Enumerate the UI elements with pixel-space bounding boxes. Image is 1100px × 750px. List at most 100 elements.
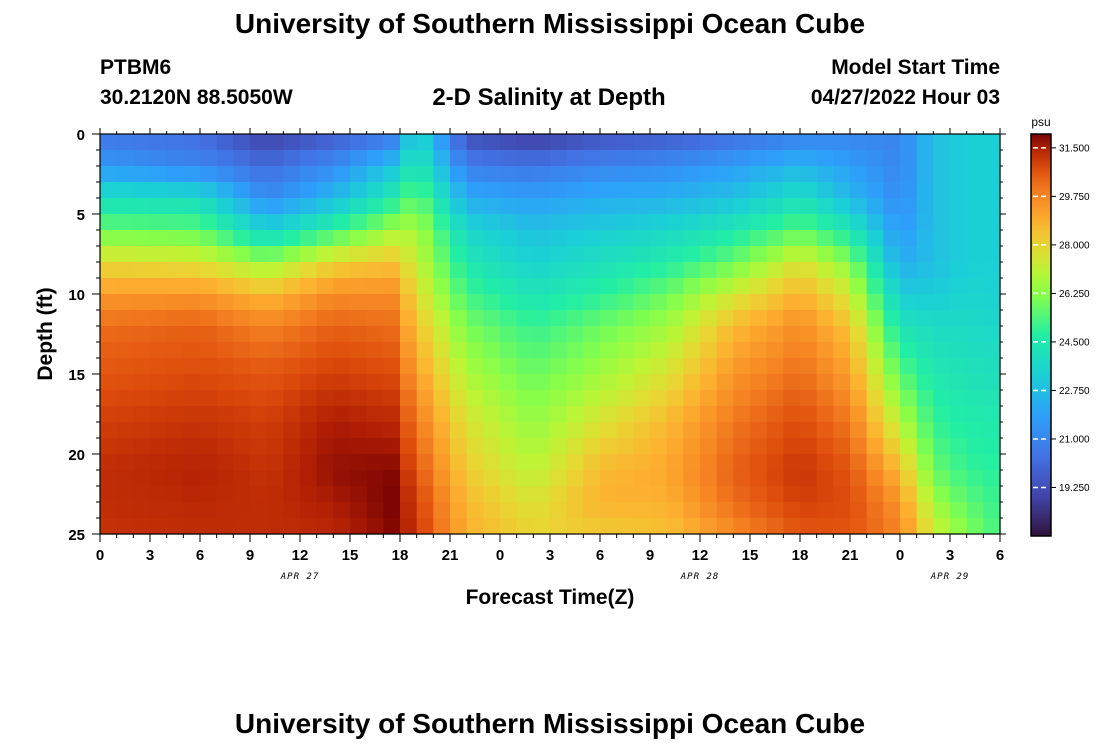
heatmap-cell [516, 486, 534, 503]
heatmap-cell [966, 486, 984, 503]
heatmap-cell [566, 198, 584, 215]
heatmap-cell [800, 246, 818, 263]
heatmap-cell [216, 166, 234, 183]
heatmap-cell [366, 150, 384, 167]
heatmap-cell [816, 294, 834, 311]
heatmap-cell [766, 262, 784, 279]
heatmap-cell [766, 326, 784, 343]
heatmap-cell [233, 374, 251, 391]
heatmap-cell [366, 374, 384, 391]
heatmap-cell [800, 422, 818, 439]
heatmap-cell [500, 134, 518, 151]
y-tick-label: 15 [68, 367, 85, 384]
heatmap-cell [250, 358, 268, 375]
heatmap-cell [550, 262, 568, 279]
heatmap-cell [850, 150, 868, 167]
heatmap-cell [550, 454, 568, 471]
heatmap-cell [416, 230, 434, 247]
heatmap-cell [250, 486, 268, 503]
heatmap-cell [850, 438, 868, 455]
heatmap-cell [783, 246, 801, 263]
heatmap-cell [666, 454, 684, 471]
heatmap-cell [800, 454, 818, 471]
heatmap-cell [316, 214, 334, 231]
heatmap-cell [250, 406, 268, 423]
heatmap-cell [300, 406, 318, 423]
heatmap-cell [450, 374, 468, 391]
page-title: University of Southern Mississippi Ocean… [234, 8, 866, 39]
heatmap-cell [350, 134, 368, 151]
heatmap-cell [866, 166, 884, 183]
heatmap-cell [116, 310, 134, 327]
heatmap-cell [550, 246, 568, 263]
heatmap-cell [300, 262, 318, 279]
heatmap-cell [816, 182, 834, 199]
heatmap-cell [916, 198, 934, 215]
heatmap-cell [300, 358, 318, 375]
heatmap-cell [416, 502, 434, 519]
heatmap-cell [800, 150, 818, 167]
heatmap-cell [133, 262, 151, 279]
heatmap-cell [916, 182, 934, 199]
heatmap-cell [866, 278, 884, 295]
x-tick-label: 3 [146, 547, 154, 564]
heatmap-cell [616, 230, 634, 247]
heatmap-cell [950, 374, 968, 391]
heatmap-cell [833, 454, 851, 471]
heatmap-cell [716, 502, 734, 519]
heatmap-cell [550, 390, 568, 407]
heatmap-cell [750, 310, 768, 327]
heatmap-cell [850, 358, 868, 375]
heatmap-cell [416, 182, 434, 199]
heatmap-cell [516, 374, 534, 391]
heatmap-cell [800, 518, 818, 535]
heatmap-cell [216, 438, 234, 455]
heatmap-cell [283, 454, 301, 471]
heatmap-cell [866, 326, 884, 343]
heatmap-cell [350, 278, 368, 295]
heatmap-cell [533, 230, 551, 247]
heatmap-cell [616, 470, 634, 487]
heatmap-cell [516, 294, 534, 311]
heatmap-cell [783, 502, 801, 519]
heatmap-cell [266, 454, 284, 471]
heatmap-cell [816, 470, 834, 487]
x-tick-label: 15 [342, 547, 359, 564]
heatmap-cell [333, 502, 351, 519]
heatmap-cell [450, 134, 468, 151]
heatmap-cell [133, 470, 151, 487]
colorbar-tick-label: 28.000 [1059, 240, 1090, 251]
heatmap-cell [783, 454, 801, 471]
heatmap-cell [183, 246, 201, 263]
heatmap-cell [116, 502, 134, 519]
heatmap-cell [100, 198, 118, 215]
heatmap-cell [883, 326, 901, 343]
heatmap-cell [716, 310, 734, 327]
heatmap-cell [533, 166, 551, 183]
heatmap-cell [183, 358, 201, 375]
heatmap-cell [200, 454, 218, 471]
heatmap-cell [716, 374, 734, 391]
heatmap-cell [500, 454, 518, 471]
heatmap-cell [483, 294, 501, 311]
heatmap-cell [633, 310, 651, 327]
heatmap-cells [100, 134, 1001, 535]
heatmap-cell [166, 518, 184, 535]
heatmap-cell [583, 278, 601, 295]
heatmap-cell [500, 422, 518, 439]
heatmap-cell [133, 134, 151, 151]
heatmap-cell [400, 214, 418, 231]
heatmap-cell [316, 374, 334, 391]
heatmap-cell [666, 166, 684, 183]
heatmap-cell [316, 326, 334, 343]
heatmap-cell [850, 166, 868, 183]
heatmap-cell [583, 214, 601, 231]
heatmap-cell [116, 518, 134, 535]
heatmap-cell [650, 406, 668, 423]
heatmap-cell [983, 182, 1001, 199]
heatmap-cell [816, 342, 834, 359]
heatmap-cell [466, 198, 484, 215]
heatmap-cell [750, 406, 768, 423]
heatmap-cell [750, 166, 768, 183]
heatmap-cell [500, 182, 518, 199]
